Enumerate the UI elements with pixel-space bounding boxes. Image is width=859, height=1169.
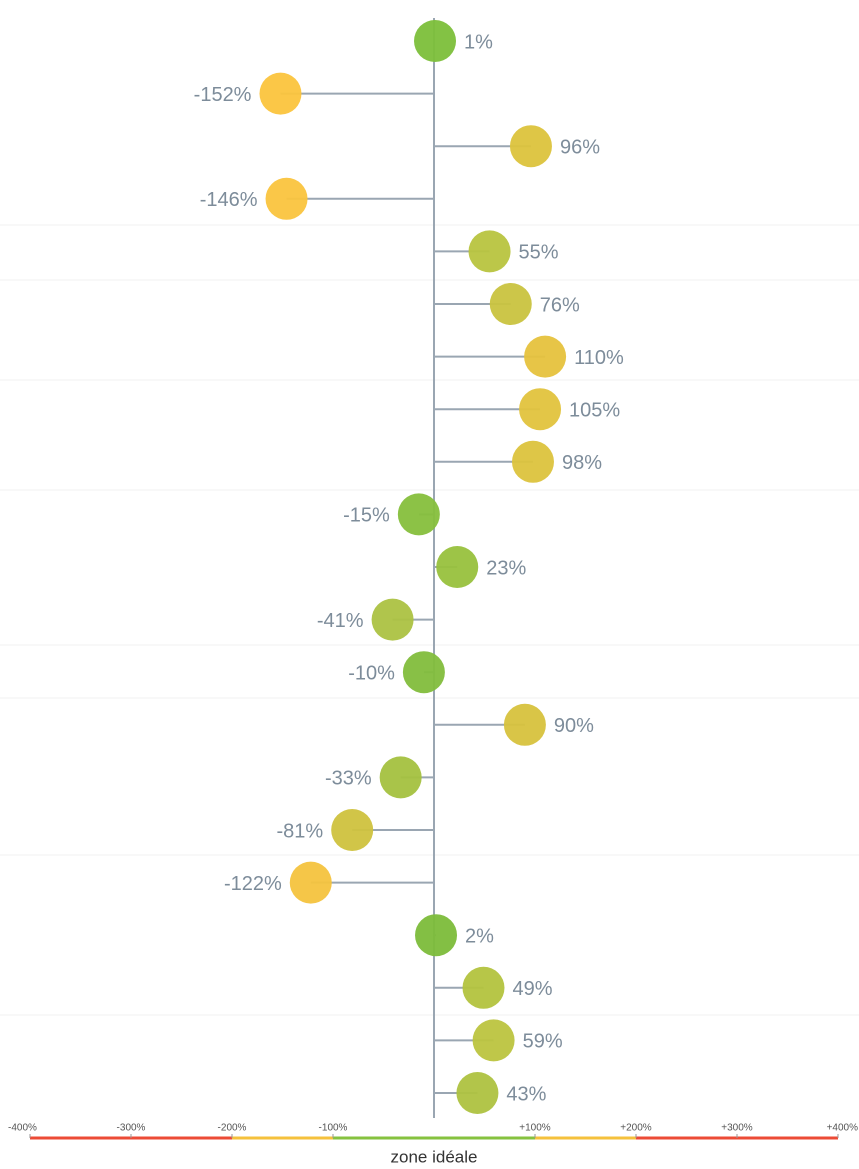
value-label: 76%	[540, 294, 580, 316]
value-label: -33%	[325, 768, 372, 790]
dot	[472, 1019, 515, 1062]
value-label: -81%	[276, 820, 323, 842]
dot	[511, 440, 554, 483]
x-tick-label: -400%	[8, 1123, 37, 1134]
x-tick-label: +300%	[721, 1123, 753, 1134]
x-tick-label: -100%	[319, 1123, 348, 1134]
value-label: -10%	[348, 662, 395, 684]
background-grid	[0, 224, 859, 1016]
dot	[379, 756, 422, 799]
dot	[265, 177, 308, 220]
value-label: 43%	[506, 1083, 546, 1105]
value-label: 1%	[464, 31, 493, 53]
x-tick-label: -200%	[218, 1123, 247, 1134]
value-label: 23%	[486, 557, 526, 579]
value-label: 59%	[523, 1031, 563, 1053]
value-label: 55%	[519, 242, 559, 264]
dot	[524, 335, 567, 378]
value-label: 2%	[465, 925, 494, 947]
dot	[414, 20, 457, 62]
value-label: 110%	[574, 347, 624, 369]
dot	[509, 125, 552, 168]
dot	[289, 861, 332, 904]
value-label: -41%	[317, 610, 364, 632]
value-label: -152%	[194, 84, 252, 106]
dot	[436, 546, 479, 588]
x-tick-label: -300%	[117, 1123, 146, 1134]
dot	[489, 283, 532, 325]
value-label: 90%	[554, 715, 594, 737]
value-label: -122%	[224, 873, 282, 895]
dot	[503, 703, 546, 746]
dot	[415, 914, 458, 957]
x-tick-label: +100%	[519, 1123, 551, 1134]
value-label: 105%	[569, 399, 620, 421]
value-label: 96%	[560, 136, 600, 158]
dot	[468, 230, 511, 273]
dot	[462, 966, 505, 1009]
x-tick-label: +400%	[827, 1123, 859, 1134]
value-label: -15%	[343, 505, 390, 527]
x-tick-label: +200%	[620, 1123, 652, 1134]
dot	[397, 493, 440, 536]
value-label: -146%	[200, 189, 258, 211]
x-axis-label: zone idéale	[391, 1147, 478, 1166]
value-label: 98%	[562, 452, 602, 474]
dot	[259, 72, 302, 115]
dot	[331, 809, 374, 851]
dot	[456, 1072, 499, 1114]
value-label: 49%	[512, 978, 552, 1000]
dot	[519, 388, 562, 431]
dot	[402, 651, 445, 694]
dot	[371, 598, 414, 641]
